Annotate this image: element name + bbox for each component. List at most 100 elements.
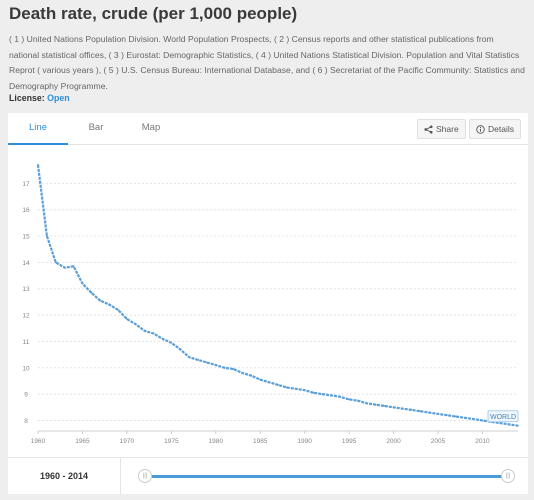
- x-tick-label: 2005: [431, 438, 446, 445]
- data-point: [463, 416, 466, 419]
- y-tick-label: 13: [22, 286, 30, 293]
- data-point: [365, 402, 368, 405]
- data-point: [37, 164, 39, 166]
- tab-bar[interactable]: Bar: [88, 122, 104, 133]
- data-point: [54, 261, 57, 264]
- data-point: [205, 361, 208, 364]
- data-point: [170, 341, 173, 344]
- series-line-world: [36, 164, 519, 427]
- data-point: [108, 303, 111, 306]
- info-icon: [476, 125, 485, 134]
- chart-card: Line Bar Map Share Details 8 9 10 11 12 13 14 1…: [8, 113, 528, 495]
- data-point: [330, 394, 333, 397]
- x-tick-label: 1990: [297, 438, 312, 445]
- y-tick-label: 15: [22, 234, 30, 241]
- data-point: [454, 415, 457, 418]
- data-point: [223, 366, 226, 369]
- year-range-slider[interactable]: [145, 475, 510, 478]
- x-tick-label: 1975: [164, 438, 179, 445]
- year-range-label: 1960 - 2014: [8, 458, 121, 495]
- share-icon: [424, 125, 433, 134]
- data-point: [339, 395, 342, 398]
- x-tick-label: 1985: [253, 438, 268, 445]
- x-tick-label: 2010: [475, 438, 490, 445]
- y-tick-label: 9: [24, 392, 28, 399]
- share-label: Share: [436, 124, 459, 134]
- page-title: Death rate, crude (per 1,000 people): [9, 4, 298, 23]
- data-point: [419, 410, 422, 413]
- data-point: [99, 299, 102, 302]
- source-notes: ( 1 ) United Nations Population Division…: [9, 34, 525, 91]
- y-tick-label: 17: [22, 181, 30, 188]
- slider-end-handle[interactable]: |||: [501, 469, 515, 483]
- line-chart: 8 9 10 11 12 13 14 15 16 17 1960 1965 1970 1975 1980 19…: [22, 164, 519, 445]
- license-link[interactable]: Open: [47, 93, 70, 103]
- license-line: License: Open: [9, 93, 70, 103]
- data-point: [517, 424, 519, 427]
- data-point: [277, 383, 279, 386]
- data-point: [197, 358, 199, 361]
- data-point: [508, 423, 511, 426]
- data-point: [232, 368, 235, 370]
- data-point: [294, 387, 297, 390]
- data-point: [241, 372, 244, 374]
- y-tick-label: 11: [23, 339, 30, 346]
- y-tick-label: 16: [22, 207, 30, 214]
- data-point: [188, 356, 191, 359]
- y-tick-label: 10: [22, 365, 30, 372]
- data-point: [303, 389, 306, 392]
- data-point: [392, 406, 395, 409]
- x-tick-label: 1960: [31, 438, 46, 445]
- data-point: [445, 414, 448, 417]
- data-point: [152, 332, 155, 335]
- data-point: [437, 412, 439, 415]
- data-point: [250, 374, 253, 377]
- data-point: [179, 348, 182, 351]
- data-point: [143, 329, 146, 332]
- details-button[interactable]: Details: [469, 119, 521, 139]
- tab-line[interactable]: Line: [8, 113, 68, 145]
- x-tick-label: 1965: [75, 438, 90, 445]
- details-label: Details: [488, 124, 514, 134]
- data-point: [348, 398, 351, 401]
- x-tick-label: 2000: [386, 438, 401, 445]
- data-point: [401, 407, 404, 410]
- data-point: [321, 393, 324, 396]
- data-point: [90, 291, 93, 294]
- license-label: License:: [9, 93, 45, 103]
- data-point: [374, 403, 377, 406]
- data-point: [383, 405, 386, 407]
- data-point: [72, 265, 75, 268]
- y-tick-label: 8: [24, 418, 28, 425]
- data-point: [259, 378, 262, 381]
- x-tick-label: 1980: [209, 438, 224, 445]
- data-point: [410, 409, 413, 411]
- data-point: [428, 411, 431, 414]
- data-point: [117, 308, 119, 311]
- data-point: [63, 266, 66, 269]
- data-point: [45, 235, 48, 237]
- slider-start-handle[interactable]: |||: [138, 469, 152, 483]
- x-tick-label: 1970: [120, 438, 135, 445]
- series-label-world: WORLD: [490, 414, 516, 421]
- tab-map[interactable]: Map: [141, 122, 161, 133]
- data-point: [357, 399, 359, 402]
- data-point: [268, 381, 271, 384]
- data-point: [472, 418, 475, 421]
- series-label-box: [487, 410, 519, 423]
- data-point: [81, 282, 84, 285]
- data-point: [134, 323, 137, 326]
- share-button[interactable]: Share: [417, 119, 466, 139]
- data-point: [312, 391, 315, 394]
- data-point: [214, 364, 217, 367]
- data-point: [125, 318, 128, 320]
- y-tick-label: 12: [22, 313, 30, 320]
- range-footer: 1960 - 2014 ||| |||: [8, 457, 528, 495]
- view-tabs: Line Bar Map Share Details: [8, 113, 528, 145]
- data-point: [161, 337, 164, 340]
- x-tick-label: 1995: [342, 438, 357, 445]
- data-point: [499, 422, 502, 424]
- data-point: [481, 419, 484, 422]
- data-point: [285, 386, 288, 389]
- y-tick-label: 14: [22, 260, 30, 267]
